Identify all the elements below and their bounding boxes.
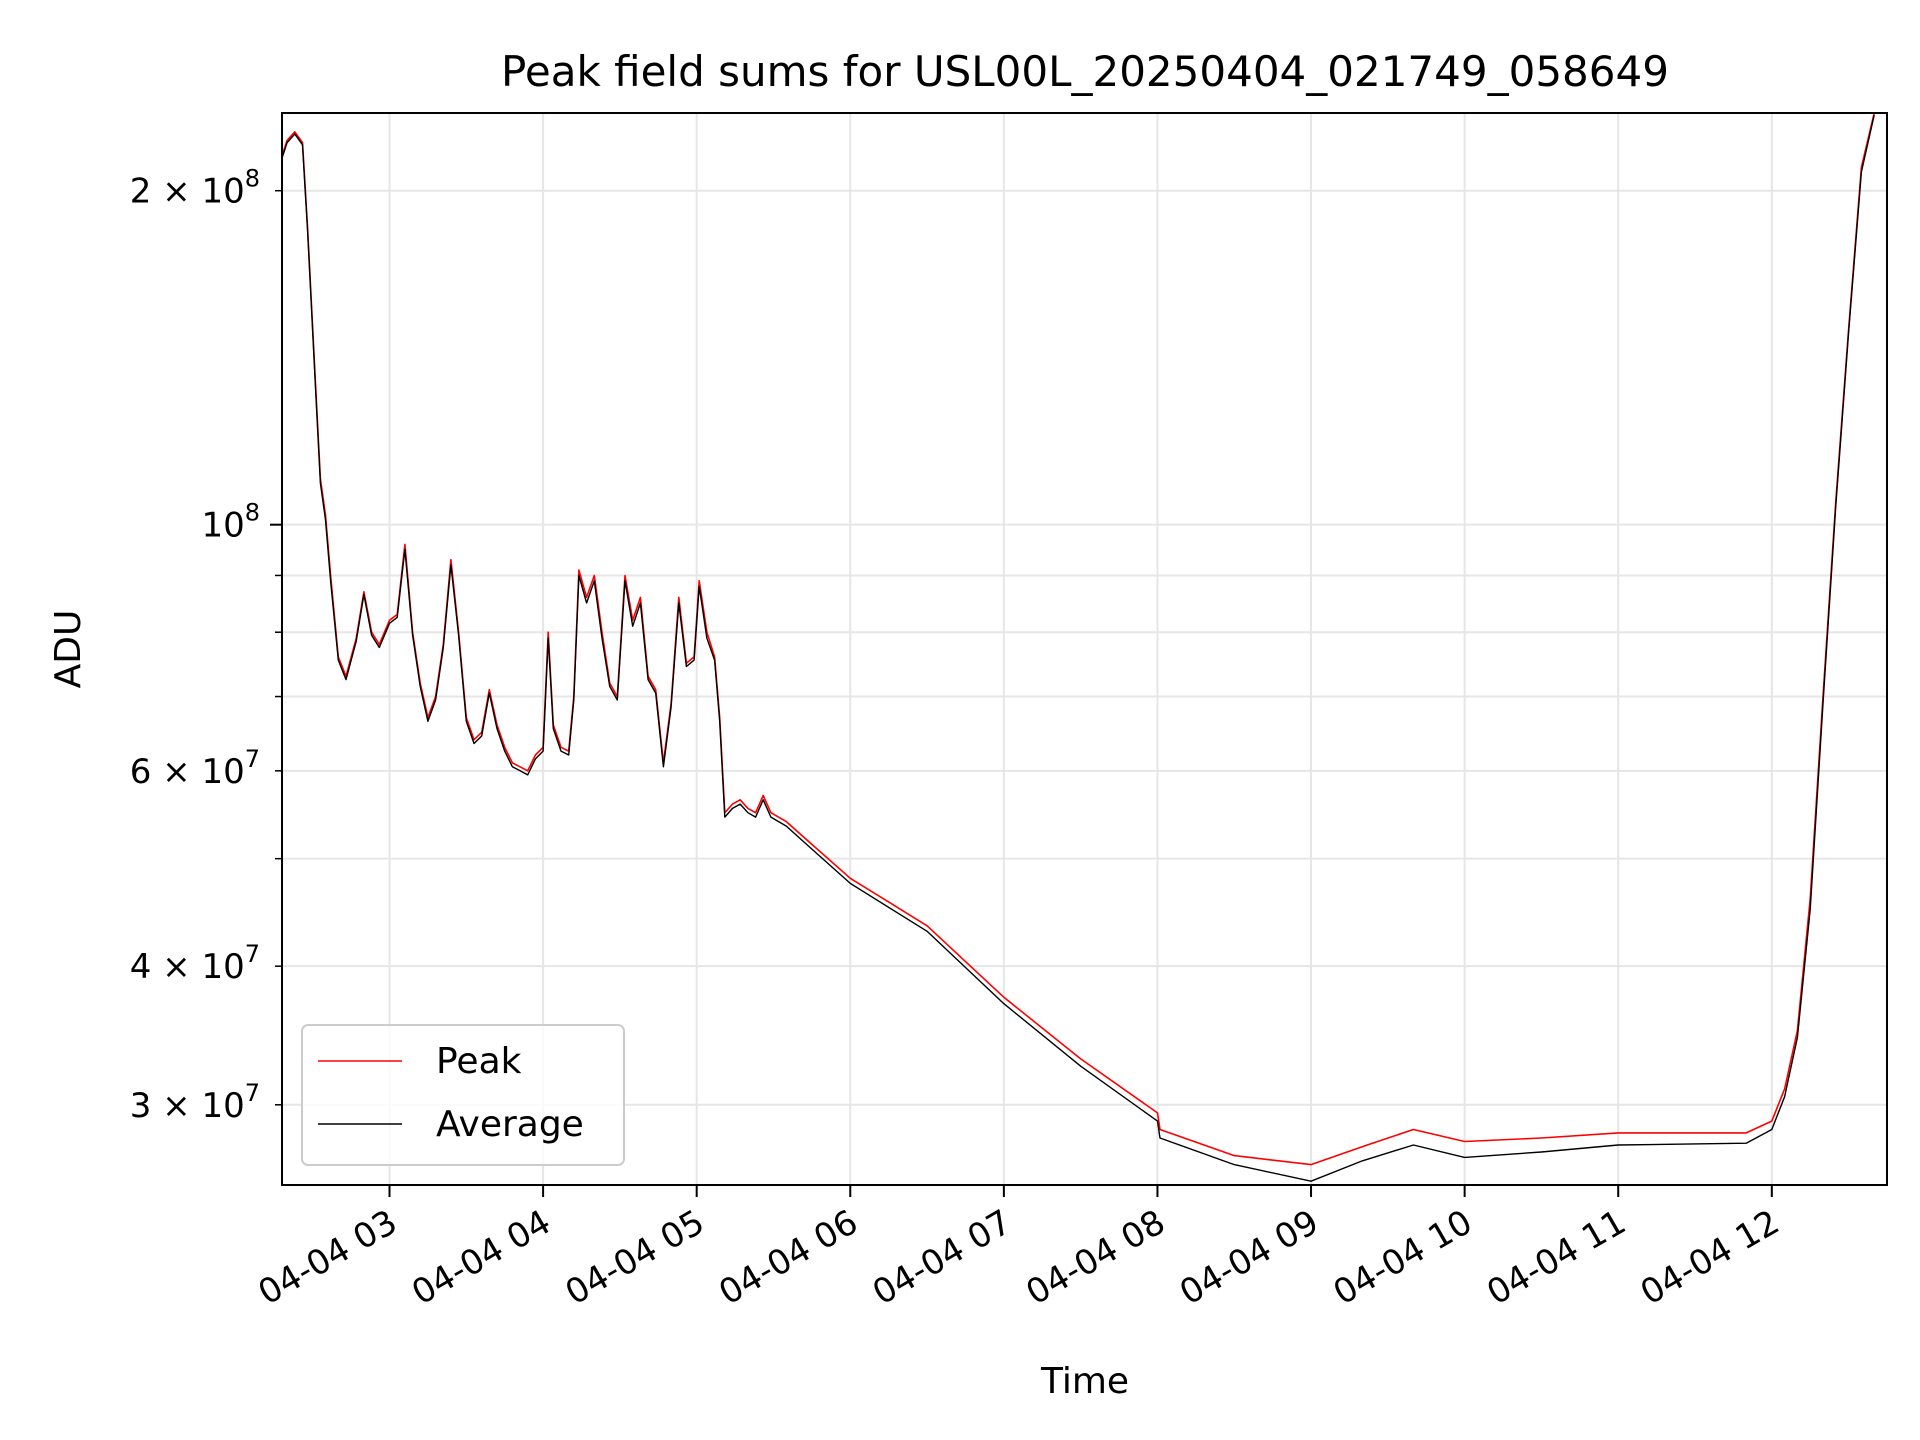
legend-label-peak: Peak	[436, 1041, 522, 1082]
legend-box	[301, 1024, 625, 1166]
y-major-tick-label: 108	[201, 499, 260, 546]
y-minor-tick-label: 4 × 107	[130, 940, 260, 987]
legend-label-average: Average	[436, 1104, 584, 1145]
y-tick-base: 10	[201, 752, 244, 792]
y-tick-exponent: 7	[245, 745, 260, 773]
y-tick-exponent: 7	[245, 940, 260, 968]
series-group	[281, 112, 1875, 1182]
y-axis-label: ADU	[48, 610, 89, 689]
chart-title: Peak field sums for USL00L_20250404_0217…	[501, 47, 1669, 96]
y-tick-exponent: 7	[245, 1079, 260, 1107]
y-tick-base: 10	[201, 506, 244, 546]
y-tick-mantissa: 2	[130, 172, 152, 212]
grid	[282, 113, 1887, 1185]
x-axis-label: Time	[1040, 1361, 1129, 1402]
y-minor-tick-label: 2 × 108	[130, 165, 260, 212]
plot-frame	[281, 112, 1888, 1186]
y-minor-tick-label: 6 × 107	[130, 745, 260, 792]
y-minor-tick-label: 3 × 107	[130, 1079, 260, 1126]
legend: Peak Average	[301, 1024, 625, 1166]
y-tick-base: 10	[201, 947, 244, 987]
y-tick-mantissa: 4	[130, 947, 152, 987]
y-tick-base: 10	[201, 1086, 244, 1126]
y-tick-mantissa: 6	[130, 752, 152, 792]
series-line-average	[281, 114, 1875, 1182]
y-tick-mantissa: 3	[130, 1086, 152, 1126]
y-tick-base: 10	[201, 172, 244, 212]
y-tick-exponent: 8	[245, 165, 260, 193]
y-tick-exponent: 8	[245, 499, 260, 527]
